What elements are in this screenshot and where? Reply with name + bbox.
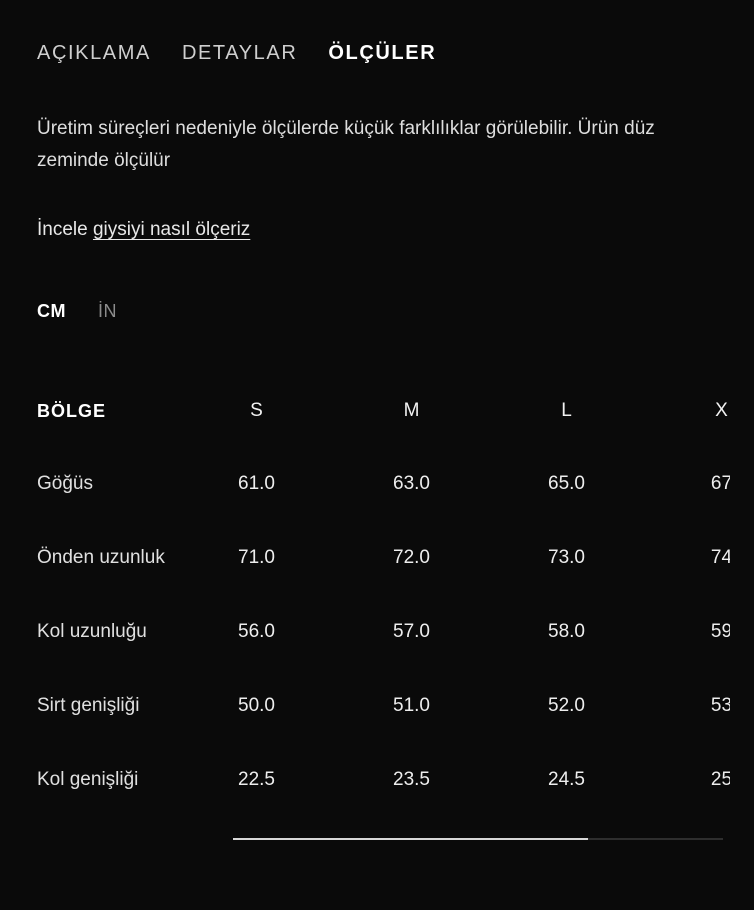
region-column-header: BÖLGE: [37, 400, 107, 421]
cell-value: 65.0: [548, 473, 585, 494]
row-label: Sirt genişliği: [37, 695, 140, 716]
size-header-s: S: [250, 400, 263, 421]
cell-value: 50.0: [238, 695, 275, 716]
cell-value: 73.0: [548, 547, 585, 568]
size-table-scroll-area[interactable]: BÖLGE S M L X Göğüs 61.0 63.0 65.0 67 Ön…: [37, 396, 730, 817]
cell-value: 24.5: [548, 769, 585, 790]
horizontal-scrollbar-thumb[interactable]: [233, 838, 588, 840]
cell-value: 25: [710, 769, 730, 790]
cell-value: 56.0: [238, 621, 275, 642]
table-row: Kol genişliği 22.5 23.5 24.5 25: [37, 743, 730, 817]
cell-value: 63.0: [393, 473, 430, 494]
cell-value: 71.0: [238, 547, 275, 568]
cell-value: 22.5: [238, 769, 275, 790]
unit-toggle: CM İN: [0, 299, 754, 323]
cell-value: 57.0: [393, 621, 430, 642]
tab-bar: AÇIKLAMA DETAYLAR ÖLÇÜLER: [0, 0, 754, 65]
measure-help-prefix: İncele: [37, 219, 93, 240]
table-row: Kol uzunluğu 56.0 57.0 58.0 59: [37, 595, 730, 669]
cell-value: 51.0: [393, 695, 430, 716]
cell-value: 58.0: [548, 621, 585, 642]
cell-value: 61.0: [238, 473, 275, 494]
size-header-l: L: [561, 400, 572, 421]
row-label: Kol genişliği: [37, 769, 139, 790]
row-label: Kol uzunluğu: [37, 621, 147, 642]
horizontal-scrollbar-track[interactable]: [233, 838, 723, 840]
size-header-m: M: [403, 400, 420, 421]
unit-cm-button[interactable]: CM: [37, 300, 66, 321]
size-table-header-row: BÖLGE S M L X: [37, 396, 730, 426]
tab-olculer[interactable]: ÖLÇÜLER: [328, 42, 437, 64]
cell-value: 74: [710, 547, 730, 568]
cell-value: 23.5: [393, 769, 430, 790]
cell-value: 53: [710, 695, 730, 716]
tab-aciklama[interactable]: AÇIKLAMA: [37, 42, 151, 64]
unit-in-button[interactable]: İN: [98, 300, 117, 321]
cell-value: 67: [710, 473, 730, 494]
size-table-body: Göğüs 61.0 63.0 65.0 67 Önden uzunluk 71…: [37, 447, 730, 817]
cell-value: 72.0: [393, 547, 430, 568]
how-we-measure-link[interactable]: giysiyi nasıl ölçeriz: [92, 219, 251, 240]
size-header-xl: X: [715, 400, 728, 421]
table-row: Önden uzunluk 71.0 72.0 73.0 74: [37, 521, 730, 595]
measurement-disclaimer: Üretim süreçleri nedeniyle ölçülerde küç…: [37, 118, 655, 171]
table-row: Göğüs 61.0 63.0 65.0 67: [37, 447, 730, 521]
cell-value: 52.0: [548, 695, 585, 716]
row-label: Göğüs: [37, 473, 93, 494]
table-row: Sirt genişliği 50.0 51.0 52.0 53: [37, 669, 730, 743]
cell-value: 59: [710, 621, 730, 642]
measure-help-line: İncele giysiyi nasıl ölçeriz: [0, 217, 754, 243]
row-label: Önden uzunluk: [37, 547, 165, 568]
tab-detaylar[interactable]: DETAYLAR: [181, 42, 298, 64]
